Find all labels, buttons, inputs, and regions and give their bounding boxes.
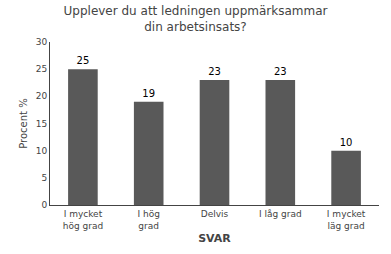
- svg-text:I myckethög grad: I myckethög grad: [63, 209, 103, 231]
- svg-text:Procent %: Procent %: [18, 98, 29, 148]
- svg-text:10: 10: [36, 146, 48, 156]
- svg-text:Upplever du att ledningen uppm: Upplever du att ledningen uppmärksammard…: [64, 4, 328, 34]
- svg-text:15: 15: [36, 119, 47, 129]
- svg-text:25: 25: [36, 64, 47, 74]
- svg-text:25: 25: [77, 55, 90, 66]
- svg-text:SVAR: SVAR: [198, 232, 231, 245]
- svg-text:I höggrad: I höggrad: [137, 209, 159, 231]
- svg-text:23: 23: [208, 66, 221, 77]
- svg-text:I låg grad: I låg grad: [259, 209, 302, 219]
- svg-text:0: 0: [41, 200, 47, 210]
- svg-text:20: 20: [36, 91, 48, 101]
- svg-text:19: 19: [142, 88, 155, 99]
- svg-text:30: 30: [36, 37, 48, 47]
- svg-text:23: 23: [274, 66, 287, 77]
- svg-text:Delvis: Delvis: [201, 209, 229, 219]
- svg-text:5: 5: [41, 173, 47, 183]
- svg-text:I mycketläg grad: I mycketläg grad: [327, 209, 366, 231]
- svg-text:10: 10: [340, 137, 353, 148]
